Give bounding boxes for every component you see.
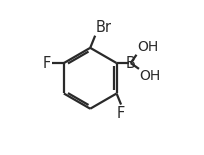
Text: F: F <box>117 106 125 121</box>
Text: Br: Br <box>96 20 112 35</box>
Text: OH: OH <box>140 69 161 83</box>
Text: B: B <box>126 55 136 71</box>
Text: OH: OH <box>137 40 158 54</box>
Text: F: F <box>43 55 51 71</box>
